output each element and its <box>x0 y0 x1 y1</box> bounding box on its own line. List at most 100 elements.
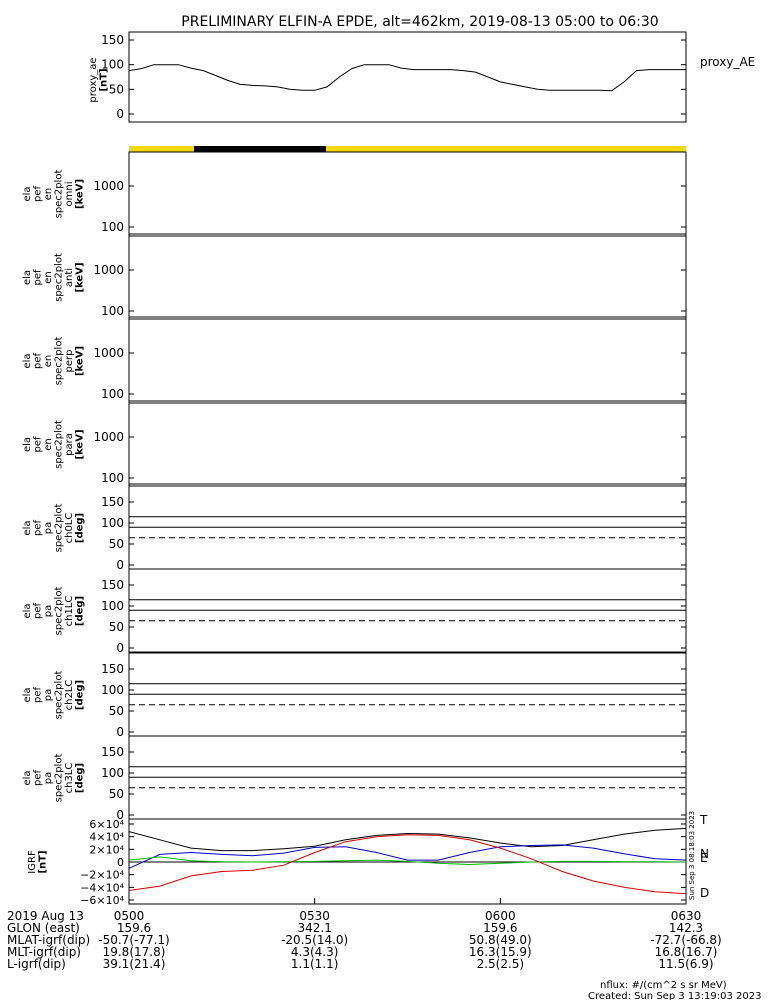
igrf-y-tick-label: 6×10⁴ <box>89 818 124 831</box>
igrf-legend-T: T <box>699 813 708 827</box>
igrf-y-tick-label: 0 <box>117 856 124 869</box>
energy-ylabel-line: [keV] <box>74 346 85 376</box>
pa-ylabel-line: spec2plot <box>53 671 64 720</box>
proxy-ylabel-line: [nT] <box>98 68 109 91</box>
pa-y-tick-label: 150 <box>101 495 124 509</box>
energy-ylabel-line: [keV] <box>74 179 85 209</box>
pa-y-tick-label: 50 <box>109 704 124 718</box>
pa-y-tick-label: 100 <box>101 766 124 780</box>
energy-panel-frame <box>128 318 687 404</box>
pa-ylabel-line: ela <box>22 603 33 618</box>
orbit-row-value: 4.3(4.3) <box>291 945 339 959</box>
orbit-row-value: 11.5(6.9) <box>658 957 713 971</box>
energy-ylabel-line: ela <box>22 437 33 452</box>
energy-y-tick-label: 100 <box>101 220 124 234</box>
energy-ylabel-line: en <box>43 188 54 201</box>
igrf-series-D-line <box>128 834 687 895</box>
orbit-row-label: MLAT-igrf(dip) <box>7 933 90 947</box>
pa-y-tick-label: 0 <box>116 725 124 739</box>
igrf-ylabel-line: IGRF <box>27 850 38 874</box>
igrf-y-tick-label: −2×10⁴ <box>80 869 124 882</box>
orbit-info-table: 2019 Aug 13 0500 0530 0600 0630 GLON (east) 15… <box>7 898 722 971</box>
pa-ylabel-line: ch2LC <box>64 680 75 711</box>
energy-ylabel-line: spec2plot <box>53 170 64 219</box>
igrf-legend-D: D <box>700 886 709 900</box>
energy-y-tick-label: 1000 <box>93 179 124 193</box>
pa-ylabel-line: pa <box>43 522 54 534</box>
pa-ylabel-line: pa <box>43 689 54 701</box>
igrf-side-stamp: Sun Sep 3 08:18:03 2023 <box>688 811 696 900</box>
energy-ylabel-line: spec2plot <box>53 420 64 469</box>
orbit-row-value: 16.3(15.9) <box>469 945 532 959</box>
igrf-y-tick-label: 2×10⁴ <box>89 843 124 856</box>
pa-y-tick-label: 0 <box>116 808 124 822</box>
energy-ylabel-line: [keV] <box>74 262 85 292</box>
orbit-row-value: -72.7(-66.8) <box>650 933 721 947</box>
orbit-row-label: MLT-igrf(dip) <box>7 945 81 959</box>
orbit-row-value: 142.3 <box>669 921 703 935</box>
pa-ylabel-line: ch1LC <box>64 596 75 627</box>
pa-ylabel-line: ela <box>22 687 33 702</box>
energy-ylabel-line: en <box>43 438 54 451</box>
proxy-ae-panel: 150 100 50 0 proxy_ae [nT] proxy_AE <box>88 31 755 123</box>
orbit-row-value: 342.1 <box>297 921 331 935</box>
pa-y-tick-label: 100 <box>101 683 124 697</box>
energy-y-tick-label: 1000 <box>93 430 124 444</box>
energy-ylabel-line: ela <box>22 186 33 201</box>
orbit-row-value: 1.1(1.1) <box>291 957 339 971</box>
igrf-y-tick-label: 4×10⁴ <box>89 831 124 844</box>
time-axis-tick-label: 0530 <box>299 909 330 923</box>
pa-ylabel-line: spec2plot <box>53 587 64 636</box>
orbit-row-value: 2.5(2.5) <box>477 957 525 971</box>
energy-y-tick-label: 1000 <box>93 263 124 277</box>
pa-ylabel-line: pa <box>43 605 54 617</box>
igrf-legend-E: E <box>700 851 708 865</box>
energy-panel-frame <box>128 235 687 320</box>
orbit-row-value: 50.8(49.0) <box>469 933 532 947</box>
pa-y-tick-label: 0 <box>116 641 124 655</box>
energy-ylabel-line: anti <box>64 268 75 287</box>
orbit-row-value: 39.1(21.4) <box>103 957 166 971</box>
proxy-ylabel-line: proxy_ae <box>88 57 99 102</box>
pa-y-tick-label: 0 <box>116 558 124 572</box>
energy-ylabel-line: pef <box>32 186 43 203</box>
proxy-ae-legend: proxy_AE <box>700 55 755 69</box>
igrf-y-tick-label: −6×10⁴ <box>80 894 124 907</box>
proxy-y-tick-label: 150 <box>101 33 124 47</box>
pa-y-tick-label: 50 <box>109 620 124 634</box>
pa-ylabel-line: pef <box>32 687 43 704</box>
pa-ylabel-line: spec2plot <box>53 754 64 803</box>
pa-y-tick-label: 50 <box>109 787 124 801</box>
energy-y-tick-label: 100 <box>101 304 124 318</box>
igrf-y-tick-label: −4×10⁴ <box>80 881 124 894</box>
shadow-bar-segment <box>194 146 326 152</box>
energy-panel-frame <box>128 151 687 237</box>
pa-ylabel-line: pef <box>32 770 43 787</box>
pa-y-tick-label: 100 <box>101 516 124 530</box>
pa-ylabel-line: [deg] <box>74 513 85 543</box>
orbit-row-label: GLON (east) <box>7 921 80 935</box>
igrf-series-N-line <box>128 844 687 869</box>
proxy-ae-frame <box>128 31 687 123</box>
flux-units-note: nflux: #/(cm^2 s sr MeV) <box>600 980 727 991</box>
pa-ylabel-line: ch3LC <box>64 763 75 794</box>
energy-ylabel-line: omni <box>64 182 75 207</box>
time-axis-tick-label: 0500 <box>114 909 145 923</box>
energy-ylabel-line: spec2plot <box>53 337 64 386</box>
energy-ylabel-line: pef <box>32 353 43 370</box>
energy-ylabel-line: perp <box>64 350 75 373</box>
pa-ylabel-line: spec2plot <box>53 504 64 553</box>
pa-y-tick-label: 50 <box>109 537 124 551</box>
proxy-y-tick-label: 100 <box>101 58 124 72</box>
created-stamp: Created: Sun Sep 3 13:19:03 2023 <box>588 991 761 1000</box>
time-axis-date: 2019 Aug 13 <box>7 909 84 923</box>
proxy-y-tick-label: 0 <box>116 107 124 121</box>
energy-ylabel-line: para <box>64 433 75 456</box>
energy-ylabel-line: en <box>43 271 54 284</box>
plot-title: PRELIMINARY ELFIN-A EPDE, alt=462km, 201… <box>181 14 658 30</box>
proxy-ae-line <box>128 64 686 92</box>
